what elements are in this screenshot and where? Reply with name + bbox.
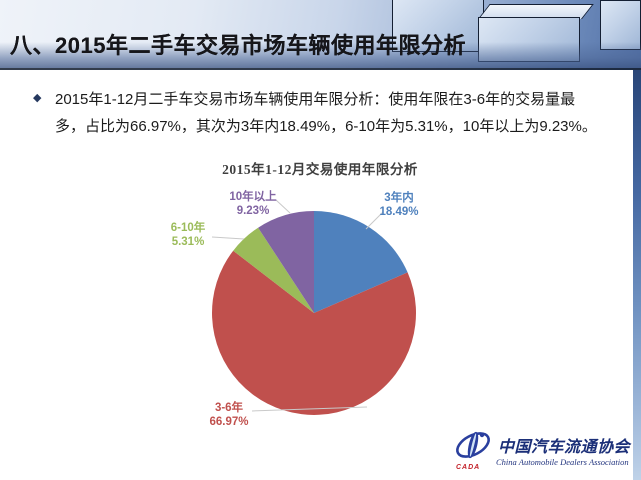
pie-label-name: 10年以上 (229, 191, 277, 203)
right-edge-decoration (633, 0, 641, 480)
diamond-bullet-icon: ◆ (33, 92, 42, 104)
header-band (0, 0, 641, 70)
pie-slice-3 (258, 211, 314, 313)
summary-line-2: 多，占比为66.97%，其次为3年内18.49%，6-10年为5.31%，10年… (55, 118, 597, 135)
pie-leader-line-2 (211, 236, 245, 240)
summary-paragraph: 2015年1-12月二手车交易市场车辆使用年限分析：使用年限在3-6年的交易量最… (55, 86, 600, 140)
pie-slice-1 (212, 250, 417, 415)
pie-label-name: 6-10年 (170, 222, 206, 234)
cada-logo: CADA 中国汽车流通协会 China Automobile Dealers A… (450, 427, 634, 475)
pie-label-6-to-10-years: 6-10年 5.31% (146, 221, 230, 249)
org-name-english: China Automobile Dealers Association (496, 457, 629, 467)
pie-slice-0 (314, 211, 408, 313)
cada-emblem-icon (456, 431, 490, 459)
org-name-chinese: 中国汽车流通协会 (498, 439, 631, 456)
cada-acronym: CADA (456, 464, 481, 471)
pie-leader-line-3 (275, 199, 291, 214)
pie-label-under-3-years: 3年内 18.49% (357, 191, 441, 219)
pie-label-value: 18.49% (379, 206, 419, 218)
chart-title: 2015年1-12月交易使用年限分析 (222, 162, 418, 177)
summary-line-1: 2015年1-12月二手车交易市场车辆使用年限分析：使用年限在3-6年的交易量最 (55, 91, 576, 108)
pie-label-value: 9.23% (236, 205, 270, 217)
pie-label-name: 3-6年 (214, 402, 244, 414)
pie-svg (211, 199, 417, 415)
pie-chart: 2015年1-12月交易使用年限分析 3年内 18.49% 3-6年 66.97… (140, 155, 510, 445)
pie-label-value: 5.31% (171, 236, 205, 248)
page-title: 八、2015年二手车交易市场车辆使用年限分析 (10, 33, 466, 58)
pie-label-over-10-years: 10年以上 9.23% (211, 190, 295, 218)
pie-label-3-to-6-years: 3-6年 66.97% (187, 401, 271, 429)
pie-leader-line-0 (365, 211, 384, 230)
pie-label-value: 66.97% (209, 416, 249, 428)
pie-label-name: 3年内 (384, 192, 414, 204)
pie-slice-2 (233, 227, 314, 313)
pie-leader-line-1 (251, 406, 368, 412)
